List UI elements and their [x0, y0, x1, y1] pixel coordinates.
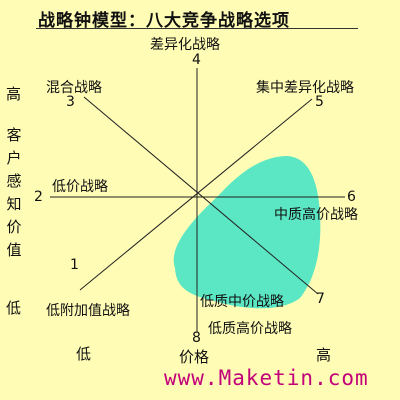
page-title: 战略钟模型：八大竞争战略选项 [38, 11, 290, 31]
y-axis-high-label: 高 [6, 85, 22, 103]
y-axis-low-label: 低 [6, 299, 22, 317]
title-underline [36, 28, 358, 29]
clock-number-8: 8 [192, 330, 201, 346]
x-axis-title: 价格 [179, 348, 210, 366]
clock-number-2: 2 [34, 189, 43, 205]
strategy-label-8: 低质高价战略 [208, 321, 292, 337]
axis-line-diagonal-5-1 [79, 98, 313, 291]
clock-number-5: 5 [315, 94, 324, 110]
strategy-label-4: 差异化战略 [150, 37, 220, 53]
x-axis-high-label: 高 [316, 346, 332, 364]
strategy-label-6: 中质高价战略 [274, 207, 358, 223]
y-axis-title: 客户感知价值 [6, 126, 22, 259]
x-axis-low-label: 低 [76, 345, 92, 363]
clock-number-6: 6 [347, 189, 356, 205]
strategy-label-7: 低质中价战略 [200, 294, 284, 310]
clock-number-4: 4 [192, 52, 201, 68]
strategy-label-2: 低价战略 [52, 179, 108, 195]
clock-number-3: 3 [66, 94, 75, 110]
strategy-label-5: 集中差异化战略 [256, 80, 354, 96]
strategy-label-1: 低附加值战略 [46, 303, 130, 319]
failure-zone-blob [173, 156, 321, 309]
clock-number-1: 1 [70, 257, 79, 273]
strategy-label-3: 混合战略 [46, 80, 102, 96]
watermark-text: www.Maketin.com [164, 366, 369, 390]
clock-number-7: 7 [316, 291, 325, 307]
axis-line-diagonal-3-7 [83, 96, 319, 295]
